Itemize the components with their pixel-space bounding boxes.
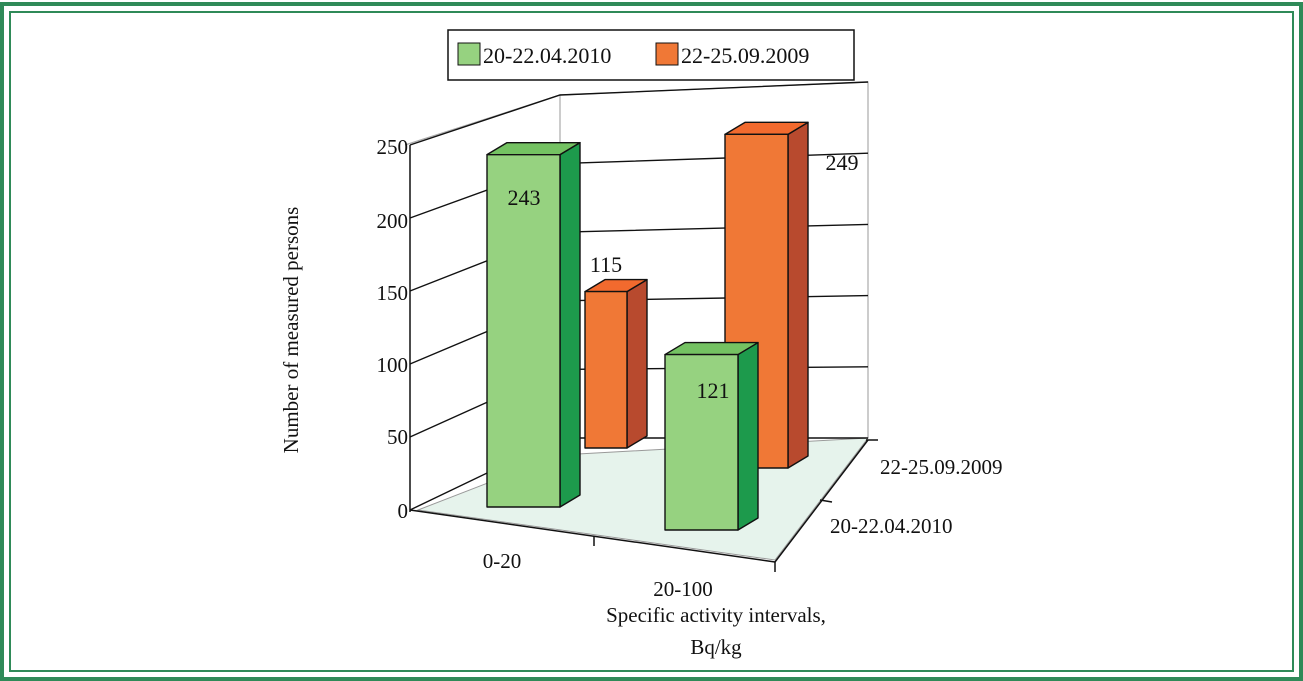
y-tick-label: 50 [387, 425, 408, 449]
y-tick-label: 200 [377, 209, 409, 233]
x-axis-title: Bq/kg [690, 635, 742, 659]
legend-swatch-series-2 [655, 42, 679, 66]
legend-label-series-2: 22-25.09.2009 [681, 43, 809, 68]
y-axis-title: Number of measured persons [279, 207, 303, 454]
bar-side [787, 121, 809, 469]
data-label: 115 [590, 252, 622, 277]
category-label: 20-100 [653, 577, 713, 601]
y-tick-label: 100 [377, 353, 409, 377]
bar [664, 353, 739, 531]
bar [584, 290, 628, 449]
bar [486, 153, 561, 508]
y-tick-label: 250 [377, 135, 409, 159]
depth-label: 20-22.04.2010 [830, 514, 953, 538]
data-label: 243 [508, 185, 541, 210]
x-axis-title: Specific activity intervals, [606, 603, 826, 627]
bars [486, 121, 809, 531]
data-label: 249 [826, 150, 859, 175]
y-tick-label: 0 [398, 499, 409, 523]
depth-label: 22-25.09.2009 [880, 455, 1003, 479]
legend-swatch-series-1 [457, 42, 481, 66]
legend-label-series-1: 20-22.04.2010 [483, 43, 611, 68]
bar-side [737, 341, 759, 531]
legend: 20-22.04.2010 22-25.09.2009 [447, 29, 855, 81]
bar-side [559, 141, 581, 508]
inner-border [9, 11, 1294, 672]
x-axis-line [409, 509, 776, 563]
bar-side [626, 278, 648, 449]
category-label: 0-20 [483, 549, 522, 573]
gridline [409, 81, 869, 146]
axes [409, 145, 878, 572]
y-tick-label: 150 [377, 281, 409, 305]
depth-axis-tick [819, 499, 833, 503]
legend-box [447, 29, 855, 81]
data-label: 121 [697, 378, 730, 403]
